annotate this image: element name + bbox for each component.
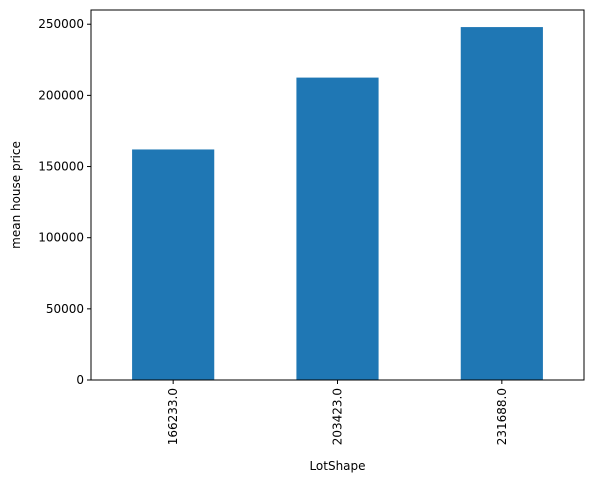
y-axis-label: mean house price bbox=[9, 141, 23, 249]
x-axis-label: LotShape bbox=[309, 459, 365, 473]
bar-2 bbox=[296, 77, 379, 380]
bar-3 bbox=[460, 27, 543, 380]
y-tick-label-2: 50000 bbox=[46, 302, 84, 316]
y-axis: 0 50000 100000 150000 200000 250000 bbox=[38, 17, 91, 387]
x-axis: 166233.0 203423.0 231688.0 bbox=[166, 380, 509, 445]
x-tick-label-3: 231688.0 bbox=[495, 388, 509, 445]
y-tick-label-6: 250000 bbox=[38, 17, 84, 31]
y-tick-label-3: 100000 bbox=[38, 231, 84, 245]
x-tick-label-2: 203423.0 bbox=[331, 388, 345, 445]
bars-layer bbox=[132, 27, 543, 380]
plot-frame bbox=[90, 9, 585, 381]
y-tick-label-4: 150000 bbox=[38, 160, 84, 174]
bar-1 bbox=[132, 149, 215, 380]
y-tick-label-1: 0 bbox=[76, 373, 84, 387]
x-tick-label-1: 166233.0 bbox=[166, 388, 180, 445]
y-tick-label-5: 200000 bbox=[38, 88, 84, 102]
